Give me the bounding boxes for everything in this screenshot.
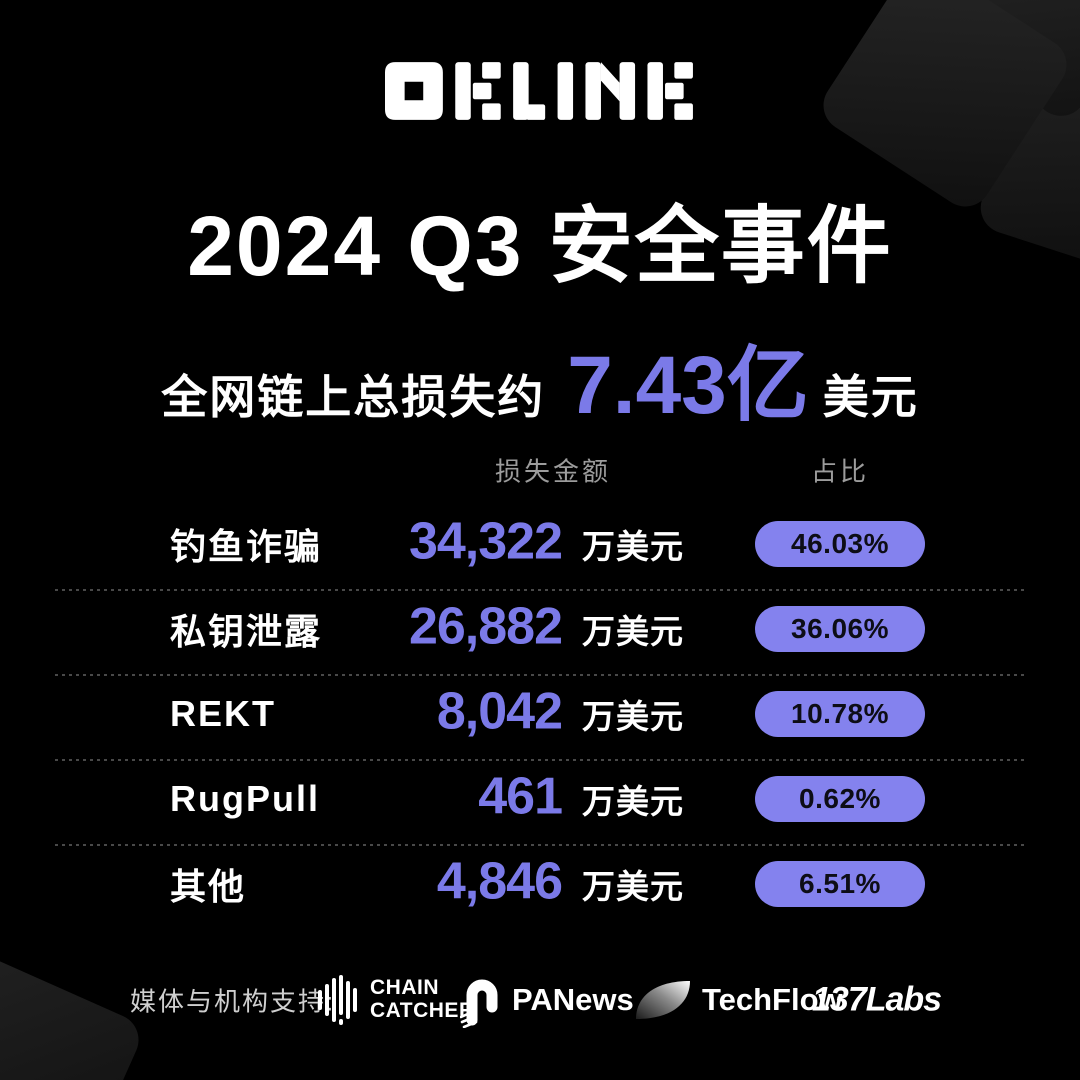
category-label: REKT (170, 692, 276, 734)
amount-unit: 万美元 (582, 697, 684, 735)
table-row: 其他 4,846 万美元 6.51% (170, 841, 925, 926)
column-header-amount: 损失金额 (494, 456, 612, 487)
total-loss-prefix: 全网链上总损失约 (161, 371, 546, 423)
share-badge: 36.06% (755, 605, 925, 652)
page-title: 2024 Q3 安全事件 (187, 199, 893, 293)
category-label: RugPull (170, 777, 320, 819)
total-loss-suffix: 美元 (822, 371, 919, 423)
column-header-share: 占比 (810, 456, 870, 487)
amount-unit: 万美元 (582, 867, 684, 905)
amount-unit: 万美元 (582, 782, 684, 820)
amount-unit: 万美元 (582, 612, 684, 650)
loss-amount: 461 (478, 767, 563, 826)
chaincatcher-line2: CATCHER (370, 999, 475, 1022)
loss-amount: 26,882 (408, 597, 563, 656)
row-divider (55, 759, 1025, 761)
row-divider (55, 674, 1025, 676)
share-badge: 6.51% (755, 860, 925, 907)
techflow-icon (634, 979, 692, 1021)
row-divider (55, 844, 1025, 846)
table-header: 损失金额 占比 (170, 450, 925, 490)
category-label: 私钥泄露 (170, 610, 323, 652)
oklink-logo-icon (385, 62, 693, 120)
chaincatcher-wordmark: CHAIN CATCHER (370, 977, 475, 1022)
panews-icon (460, 972, 502, 1028)
loss-amount: 34,322 (408, 512, 563, 571)
amount-unit: 万美元 (582, 527, 684, 565)
table-row: 私钥泄露 26,882 万美元 36.06% (170, 586, 925, 671)
total-loss-amount: 7.43亿 (567, 340, 809, 431)
footer: 媒体与机构支持: CHAIN CATCHER (0, 958, 1080, 1042)
table-row: REKT 8,042 万美元 10.78% (170, 671, 925, 756)
share-badge: 0.62% (755, 775, 925, 822)
total-loss-line: 全网链上总损失约 7.43亿 美元 (0, 318, 1080, 437)
chaincatcher-icon (318, 975, 360, 1025)
panews-wordmark: PANews (512, 982, 634, 1017)
chaincatcher-line1: CHAIN (370, 976, 439, 1000)
oklink-logo (0, 62, 1080, 120)
table-row: 钓鱼诈骗 34,322 万美元 46.03% (170, 501, 925, 586)
table-row: RugPull 461 万美元 0.62% (170, 756, 925, 841)
category-label: 钓鱼诈骗 (170, 525, 323, 567)
partner-techflow-logo: TechFlow (634, 979, 843, 1021)
loss-amount: 8,042 (436, 682, 563, 741)
partner-panews-logo: PANews (460, 972, 634, 1028)
share-badge: 10.78% (755, 690, 925, 737)
techflow-wordmark: TechFlow (702, 982, 843, 1017)
loss-table: 钓鱼诈骗 34,322 万美元 46.03% 私钥泄露 26,882 万美元 3… (170, 501, 925, 926)
partner-chaincatcher-logo: CHAIN CATCHER (318, 975, 475, 1025)
loss-amount: 4,846 (436, 852, 563, 911)
row-divider (55, 589, 1025, 591)
partner-137labs-logo: 137Labs (812, 980, 942, 1020)
category-label: 其他 (170, 865, 247, 907)
137labs-wordmark: 137Labs (812, 980, 942, 1019)
partners-label: 媒体与机构支持: (130, 986, 336, 1017)
share-badge: 46.03% (755, 520, 925, 567)
